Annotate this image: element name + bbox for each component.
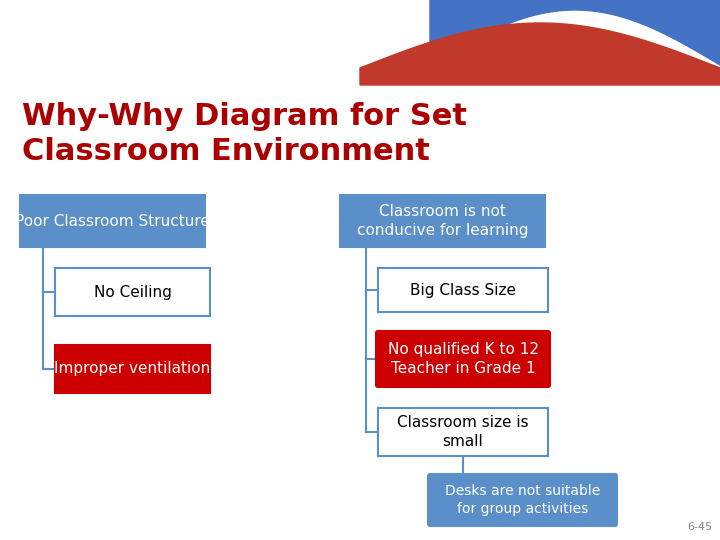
Polygon shape (570, 470, 720, 540)
Text: 6-45: 6-45 (687, 522, 712, 532)
Text: Desks are not suitable
for group activities: Desks are not suitable for group activit… (445, 484, 600, 516)
FancyBboxPatch shape (340, 195, 545, 247)
FancyBboxPatch shape (55, 345, 210, 393)
Text: Classroom size is
small: Classroom size is small (397, 415, 528, 449)
Text: Big Class Size: Big Class Size (410, 282, 516, 298)
Text: No qualified K to 12
Teacher in Grade 1: No qualified K to 12 Teacher in Grade 1 (387, 342, 539, 376)
FancyBboxPatch shape (20, 195, 205, 247)
FancyBboxPatch shape (55, 268, 210, 316)
Polygon shape (360, 23, 720, 85)
FancyBboxPatch shape (376, 331, 550, 387)
Polygon shape (0, 90, 720, 540)
Text: Improper ventilation: Improper ventilation (55, 361, 211, 376)
Polygon shape (430, 0, 720, 65)
Polygon shape (600, 480, 720, 540)
Text: No Ceiling: No Ceiling (94, 285, 171, 300)
Text: Why-Why Diagram for Set
Classroom Environment: Why-Why Diagram for Set Classroom Enviro… (22, 102, 467, 166)
FancyBboxPatch shape (378, 268, 548, 312)
Text: Poor Classroom Structure: Poor Classroom Structure (15, 213, 210, 228)
FancyBboxPatch shape (428, 474, 617, 526)
Text: Classroom is not
conducive for learning: Classroom is not conducive for learning (356, 204, 528, 238)
FancyBboxPatch shape (378, 408, 548, 456)
